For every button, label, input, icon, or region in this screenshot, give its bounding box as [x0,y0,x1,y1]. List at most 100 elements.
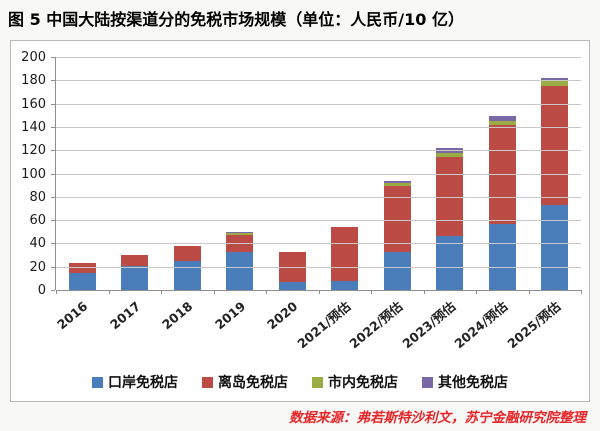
y-axis-tick [51,290,55,291]
bar-segment-口岸免税店 [68,272,96,290]
legend-swatch-icon [422,376,433,388]
legend-item: 离岛免税店 [202,372,288,392]
bar-segment-口岸免税店 [436,236,464,290]
legend-swatch-icon [312,376,323,388]
x-axis-tick [423,290,425,294]
legend-swatch-icon [202,376,213,388]
bar-segment-口岸免税店 [488,223,516,290]
stacked-bar-2023/预估 [436,147,464,290]
y-axis-label: 140 [21,119,46,135]
x-axis-tick [213,290,215,294]
stacked-bar-2019 [226,231,254,290]
bar-segment-离岛免税店 [121,255,149,266]
y-axis-label: 40 [29,236,46,252]
bar-segment-其他免税店 [541,78,569,82]
x-axis-tick [161,290,162,294]
stacked-bar-2016 [68,263,96,290]
bar-segment-市内免税店 [383,183,411,187]
legend-item: 市内免税店 [312,372,398,392]
y-axis-tick [51,126,55,128]
legend-label: 口岸免税店 [108,375,178,391]
y-axis-tick [51,57,55,58]
x-axis-tick [476,290,477,294]
y-axis-tick [51,196,55,198]
stacked-bar-2025/预估 [541,78,569,290]
x-axis-tick [581,290,582,294]
legend-label: 离岛免税店 [218,375,288,391]
chart-area: 0 20 40 60 80 100 120 140 160 180 200 口岸免税店 离岛免税店 市内… [10,40,590,402]
plot-area: 0 20 40 60 80 100 120 140 160 180 200 [21,51,582,297]
gridline [56,220,581,222]
bar-slot [56,57,109,290]
gridline [56,243,581,245]
x-axis-tick [266,290,267,294]
chart-legend: 口岸免税店 离岛免税店 市内免税店 其他免税店 [11,372,589,392]
page-title: 图 5 中国大陆按渠道分的免税市场规模（单位：人民币/10 亿） [8,10,464,29]
bar-segment-市内免税店 [436,152,464,158]
y-axis-label: 20 [29,259,46,275]
y-axis-tick [51,243,55,245]
bar-slot [214,57,267,290]
y-axis-label: 120 [21,143,46,159]
y-axis-label: 0 [37,283,46,298]
bar-segment-其他免税店 [488,116,516,121]
bar-slot [319,57,372,290]
bar-slot [529,57,582,290]
bar-segment-离岛免税店 [173,245,201,261]
gridline [56,80,581,82]
bar-segment-口岸免税店 [278,281,306,290]
gridline [56,126,581,128]
gridline [56,150,581,152]
stacked-bar-2018 [173,245,201,290]
bar-segment-口岸免税店 [331,280,359,290]
y-axis-tick [51,220,55,222]
bar-segment-口岸免税店 [226,251,254,290]
x-axis-tick [371,290,372,294]
bar-segment-口岸免税店 [541,204,569,290]
bar-slot [109,57,162,290]
stacked-bar-2020 [278,251,306,290]
bar-segment-市内免税店 [488,120,516,125]
y-axis-tick [51,266,55,268]
bar-segment-离岛免税店 [226,234,254,252]
gridline [56,196,581,198]
y-axis-tick [51,103,55,105]
legend-swatch-icon [92,376,103,388]
legend-item: 口岸免税店 [92,372,178,392]
bar-segment-口岸免税店 [383,251,411,290]
y-axis-line [55,57,56,290]
gridline [56,173,581,175]
stacked-bar-2021/预估 [331,227,359,290]
bar-segment-市内免税店 [541,81,569,87]
source-text: 数据来源：弗若斯特沙利文，苏宁金融研究院整理 [289,410,586,426]
gridline [56,103,581,105]
y-axis-label: 60 [29,213,46,229]
y-axis-label: 100 [21,166,46,182]
bar-slot [161,57,214,290]
y-axis-label: 180 [21,73,46,89]
bar-segment-离岛免税店 [331,227,359,281]
y-axis-label: 80 [29,189,46,205]
y-axis-tick [51,173,55,175]
gridline [56,57,581,58]
x-axis-tick [108,290,110,294]
legend-label: 市内免税店 [328,375,398,391]
x-axis-tick [528,290,530,294]
stacked-bar-2017 [121,255,149,290]
bar-segment-离岛免税店 [541,86,569,205]
bar-segment-口岸免税店 [121,265,149,290]
bar-segment-口岸免税店 [173,260,201,290]
bar-segment-其他免税店 [226,231,254,233]
x-axis-tick [56,290,57,294]
y-axis-tick [51,150,55,152]
legend-item: 其他免税店 [422,372,508,392]
legend-label: 其他免税店 [438,375,508,391]
y-axis-tick [51,80,55,82]
bar-segment-其他免税店 [383,180,411,184]
gridline [56,266,581,268]
stacked-bar-2024/预估 [488,116,516,290]
x-axis-tick [318,290,320,294]
y-axis-label: 200 [21,50,46,65]
bars-container [56,57,581,290]
bar-segment-市内免税店 [226,232,254,235]
